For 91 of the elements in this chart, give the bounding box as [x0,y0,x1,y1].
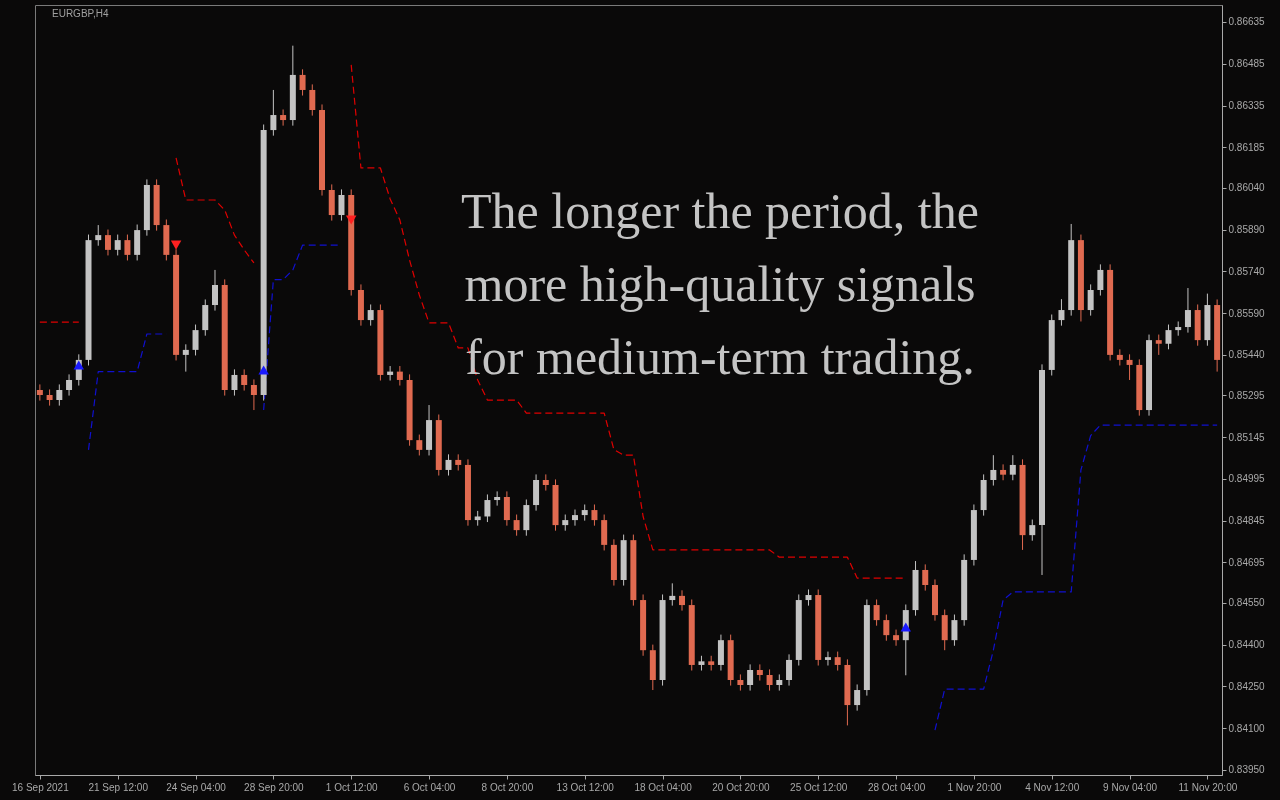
candlestick [241,368,248,392]
x-tick-label: 21 Sep 12:00 [88,781,149,793]
y-tick-label: 0.85740 [1228,265,1266,277]
candlestick [367,303,374,327]
candlestick [250,378,257,411]
x-tick-label: 1 Nov 20:00 [947,781,1002,793]
y-tick-label: 0.84250 [1228,680,1266,692]
candlestick [824,651,831,667]
x-tick-label: 4 Nov 12:00 [1025,781,1080,793]
y-tick-label: 0.86635 [1228,16,1266,28]
candlestick [280,108,287,127]
y-tick-label: 0.86040 [1228,182,1266,194]
candlestick [922,563,929,592]
y-tick-label: 0.84695 [1228,556,1266,568]
point [170,240,182,250]
y-tick-label: 0.84845 [1228,515,1266,527]
candlestick [231,368,238,397]
candlestick [124,234,131,261]
point [900,622,912,632]
candlestick [36,383,43,402]
x-tick-label: 1 Oct 12:00 [325,781,378,793]
y-tick-label: 0.86335 [1228,100,1266,112]
candlestick [854,683,861,712]
candlestick [990,454,997,487]
y-tick-label: 0.85440 [1228,349,1266,361]
candlestick [309,83,316,117]
candlestick [66,373,73,397]
y-tick-label: 0.85295 [1228,389,1266,401]
y-tick-label: 0.84550 [1228,597,1266,609]
candlestick [484,493,491,523]
candlestick [513,514,520,537]
candlestick [571,509,578,527]
candlestick [1009,454,1016,481]
candlestick [104,229,111,256]
x-tick-label: 28 Sep 20:00 [244,781,305,793]
x-tick-label: 8 Oct 20:00 [481,781,534,793]
y-tick-label: 0.84995 [1228,473,1266,485]
candlestick [503,490,510,527]
x-tick-label: 13 Oct 12:00 [556,781,615,793]
candlestick [1087,283,1094,317]
x-tick-label: 20 Oct 20:00 [712,781,770,793]
candlestick [669,582,676,607]
candlestick [893,629,900,647]
candlestick [95,224,102,247]
candlestick [182,343,189,373]
candlestick [786,653,793,687]
candlestick [883,614,890,642]
candlestick [338,188,345,222]
candlestick [951,614,958,647]
annotation: The longer the period, the more high-quality signals for medium-term trading. [461,183,979,385]
candlestick [270,89,277,137]
candlestick [396,365,403,387]
candlestick [873,598,880,627]
candlestick [299,68,306,97]
candlestick [1184,287,1191,334]
chart-title: EURGBP,H4 [52,8,109,19]
candlestick [834,651,841,672]
candlestick [1058,298,1065,327]
candlestick [445,453,452,477]
x-tick-label: 11 Nov 20:00 [1178,781,1238,793]
candlestick [1155,334,1162,356]
candlestick [1029,519,1036,542]
candlestick [1165,324,1172,350]
candlestick [1097,263,1104,297]
candlestick [56,383,63,407]
x-tick-label: 28 Oct 04:00 [867,781,926,793]
y-tick-label: 0.83950 [1228,764,1266,776]
x-tick-label: 6 Oct 04:00 [403,781,456,793]
candlestick [766,668,773,692]
y-tick-label: 0.86485 [1228,58,1266,70]
candlestick [114,234,121,256]
x-tick-label: 9 Nov 04:00 [1103,781,1158,793]
candlestick [387,365,394,382]
x-tick-label: 16 Sep 2021 [12,781,70,793]
candlestick [416,434,423,456]
y-tick-label: 0.84400 [1228,639,1266,651]
y-tick-label: 0.85890 [1228,224,1266,236]
x-tick-label: 25 Oct 12:00 [790,781,848,793]
candlestick [192,324,199,356]
candlestick [591,504,598,527]
candlestick [1000,463,1007,481]
y-tick-label: 0.84100 [1228,722,1266,734]
y-tick-label: 0.85590 [1228,307,1266,319]
y-tick-label: 0.86185 [1228,141,1266,153]
candlestick [747,663,754,692]
candlestick [212,269,218,312]
x-tick-label: 24 Sep 04:00 [166,781,227,793]
candlestick [679,589,686,612]
x-tick-label: 18 Oct 04:00 [634,781,693,793]
y-tick-label: 0.85145 [1228,431,1266,443]
candlestick [1126,353,1133,381]
